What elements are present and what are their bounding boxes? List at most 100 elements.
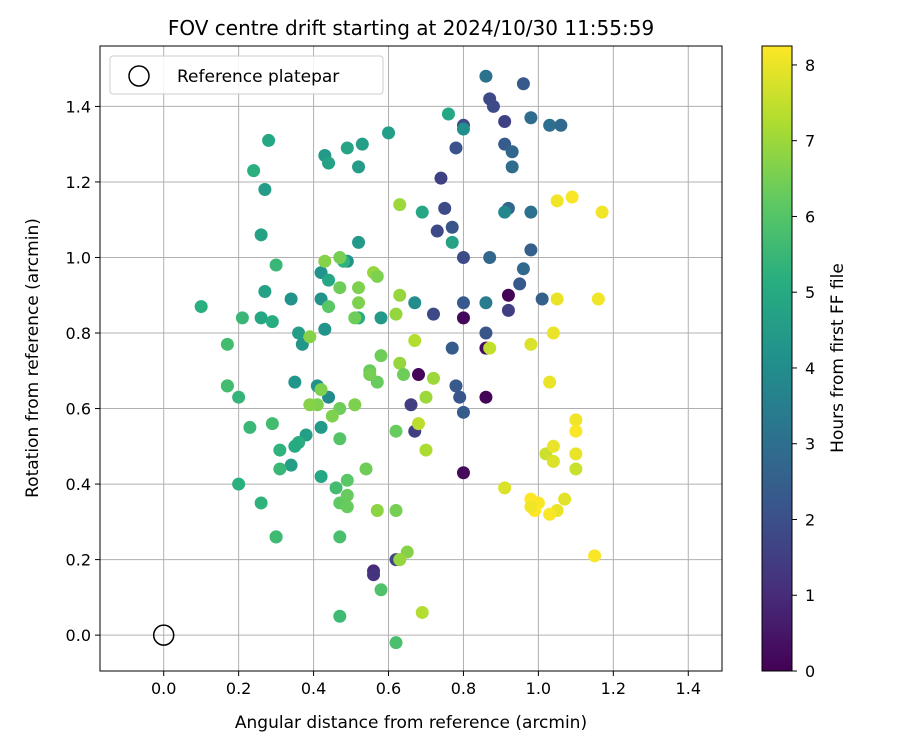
- y-tick-label: 0.8: [66, 324, 91, 343]
- data-point: [288, 439, 302, 453]
- plot-frame: [99, 45, 723, 672]
- data-point: [569, 424, 583, 438]
- data-point: [382, 126, 396, 140]
- data-point: [479, 390, 493, 404]
- colorbar-gradient: [762, 46, 792, 671]
- data-point: [535, 292, 549, 306]
- y-tick-label: 1.0: [66, 248, 91, 267]
- x-tick-label: 1.4: [676, 679, 701, 698]
- data-point: [456, 466, 470, 480]
- data-point: [393, 553, 407, 567]
- data-point: [288, 375, 302, 389]
- y-axis-ticks: 0.0 0.2 0.4 0.6 0.8 1.0 1.2 1.4: [66, 97, 100, 645]
- data-point: [314, 420, 328, 434]
- data-point: [194, 300, 208, 314]
- data-point: [479, 296, 493, 310]
- data-point: [232, 477, 246, 491]
- data-point: [426, 307, 440, 321]
- data-point: [333, 250, 347, 264]
- data-point: [340, 473, 354, 487]
- data-point: [524, 337, 538, 351]
- data-point: [595, 205, 609, 219]
- legend-entry-reference: Reference platepar: [177, 67, 339, 87]
- x-tick-label: 0.8: [451, 679, 476, 698]
- data-point: [355, 137, 369, 151]
- x-tick-label: 0.4: [301, 679, 326, 698]
- data-point: [404, 398, 418, 412]
- x-tick-label: 0.0: [151, 679, 176, 698]
- data-point: [340, 500, 354, 514]
- colorbar-tick-label: 5: [805, 283, 815, 302]
- data-point: [483, 341, 497, 355]
- data-point: [254, 311, 268, 325]
- data-points: [194, 69, 609, 650]
- data-point: [498, 115, 512, 129]
- data-point: [325, 409, 339, 423]
- data-point: [269, 258, 283, 272]
- data-point: [543, 507, 557, 521]
- data-point: [554, 118, 568, 132]
- data-point: [479, 326, 493, 340]
- colorbar-frame: [761, 45, 793, 672]
- data-point: [254, 496, 268, 510]
- data-point: [254, 228, 268, 242]
- data-point: [322, 300, 336, 314]
- data-point: [258, 284, 272, 298]
- data-point: [340, 488, 354, 502]
- data-point: [340, 141, 354, 155]
- data-point: [408, 296, 422, 310]
- data-point: [348, 311, 362, 325]
- data-point: [374, 349, 388, 363]
- data-point: [262, 133, 276, 147]
- data-point: [303, 330, 317, 344]
- data-point: [329, 481, 343, 495]
- data-point: [389, 424, 403, 438]
- data-point: [318, 322, 332, 336]
- data-point: [284, 458, 298, 472]
- y-tick-label: 0.4: [66, 475, 91, 494]
- data-point: [322, 156, 336, 170]
- data-point: [449, 379, 463, 393]
- data-point: [333, 432, 347, 446]
- data-point: [348, 398, 362, 412]
- data-point: [389, 307, 403, 321]
- data-point: [524, 500, 538, 514]
- data-point: [265, 315, 279, 329]
- colorbar-tick-label: 6: [805, 207, 815, 226]
- data-point: [303, 398, 317, 412]
- data-point: [265, 417, 279, 431]
- x-tick-label: 0.6: [376, 679, 401, 698]
- data-point: [352, 160, 366, 174]
- data-point: [498, 481, 512, 495]
- data-point: [426, 371, 440, 385]
- data-point: [333, 530, 347, 544]
- data-point: [389, 504, 403, 518]
- data-point: [397, 368, 411, 382]
- data-point: [393, 198, 407, 212]
- data-point: [220, 379, 234, 393]
- x-axis-label: Angular distance from reference (arcmin): [235, 713, 587, 733]
- data-point: [543, 118, 557, 132]
- data-point: [419, 443, 433, 457]
- data-point: [430, 224, 444, 238]
- colorbar-label: Hours from first FF file: [828, 263, 848, 453]
- chart-title: FOV centre drift starting at 2024/10/30 …: [168, 16, 654, 40]
- data-point: [389, 636, 403, 650]
- data-point: [456, 122, 470, 136]
- data-point: [524, 243, 538, 257]
- colorbar-tick-label: 0: [805, 662, 815, 681]
- data-point: [565, 190, 579, 204]
- x-axis-ticks: 0.0 0.2 0.4 0.6 0.8 1.0 1.2 1.4: [151, 671, 701, 698]
- data-point: [243, 420, 257, 434]
- data-point: [550, 292, 564, 306]
- data-point: [498, 205, 512, 219]
- data-point: [588, 549, 602, 563]
- x-tick-label: 1.0: [526, 679, 551, 698]
- legend: Reference platepar: [109, 55, 384, 95]
- colorbar-tick-label: 1: [805, 586, 815, 605]
- data-point: [479, 69, 493, 83]
- data-point: [569, 413, 583, 427]
- data-point: [419, 390, 433, 404]
- data-point: [524, 111, 538, 125]
- data-point: [434, 171, 448, 185]
